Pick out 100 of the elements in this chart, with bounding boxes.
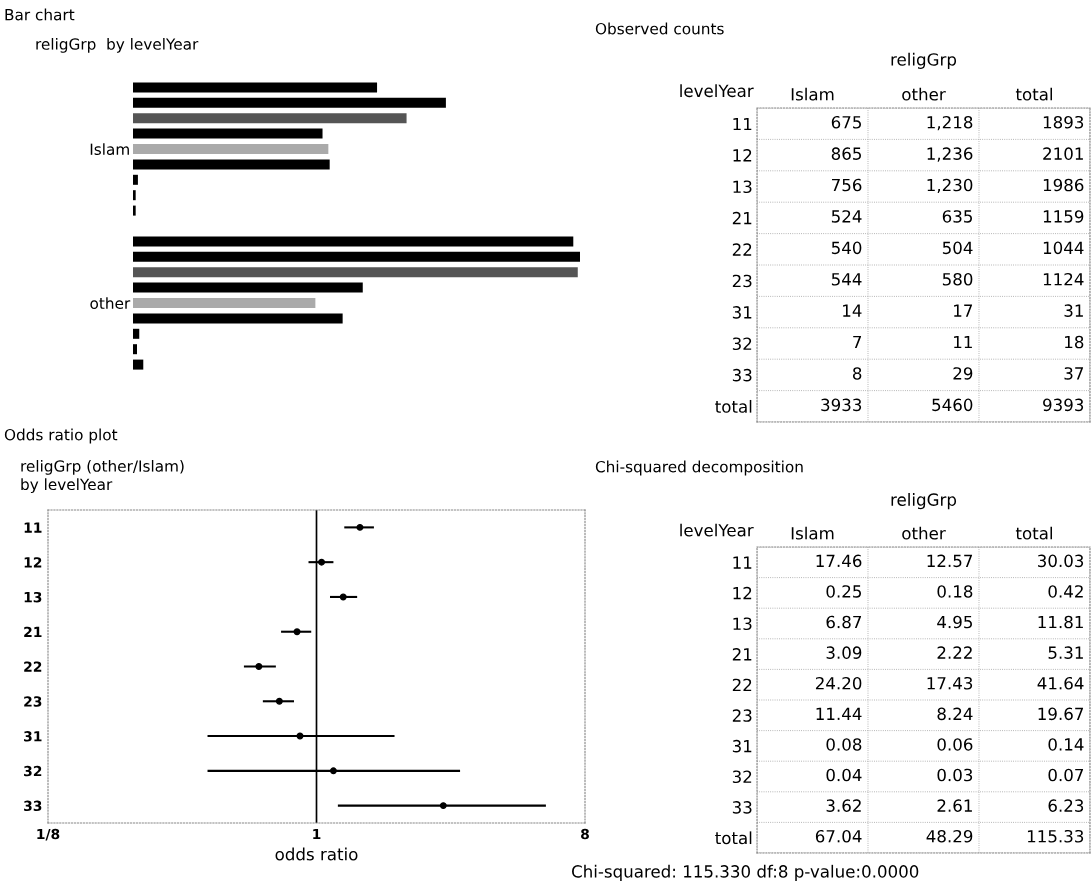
bar [133,313,343,324]
category-label: 33 [732,368,752,382]
text: 0.08 [826,738,862,751]
bar [133,344,138,355]
category-label: 21 [732,648,752,661]
bar [133,113,407,124]
text: 31 [1064,304,1083,317]
bar [133,267,578,278]
bar [133,205,136,216]
text: 8 [852,367,862,380]
text: 1044 [1043,241,1084,255]
y-tick-label: 11 [24,522,42,533]
text: levelYear [680,84,754,98]
text: 48.29 [926,829,973,843]
category-label: 22 [732,243,752,256]
chart-title: Odds ratio plot [4,428,118,444]
text: 1159 [1043,210,1084,223]
text: 1986 [1043,178,1084,192]
text: 12.57 [927,554,973,568]
bar [133,190,136,201]
category-label: total [1015,87,1052,101]
text: 2.61 [937,799,972,812]
text: 7 [853,335,862,349]
chart-title: Bar chart [5,8,75,21]
category-label: 22 [732,678,752,692]
text: levelYear [680,523,754,537]
text: 756 [832,178,862,192]
bar [133,128,323,139]
text: 29 [953,367,973,380]
bar [133,359,144,370]
text: 0.42 [1048,585,1083,598]
text: Chi-squared decomposition [595,460,803,476]
category-label: Islam [791,526,834,540]
text: 0.04 [826,768,862,782]
text: 1,230 [927,178,973,194]
category-label: other [902,87,946,101]
text: 17 [954,304,973,317]
text: 9393 [1043,398,1084,412]
y-tick-label: 21 [24,626,42,637]
text: 1893 [1043,115,1084,129]
text: 2.22 [937,646,972,659]
x-tick-label: 1/8 [37,828,60,841]
category-label: 23 [732,274,752,288]
x-axis-title: odds ratio [275,847,358,861]
text: 17.46 [816,554,862,568]
bar [133,97,446,108]
text: 0.07 [1048,768,1084,782]
text: 3.09 [826,646,862,659]
text: 18 [1065,335,1084,349]
text: 635 [942,210,972,223]
y-tick-label: 12 [24,557,42,568]
text: 3933 [821,398,862,412]
category-label: 23 [732,709,752,722]
category-label: 13 [733,180,752,194]
y-tick-label: 23 [24,696,42,707]
text: 504 [942,241,973,255]
text: 540 [831,241,862,255]
category-label: 32 [732,770,752,784]
text: 115.33 [1027,829,1084,843]
text: 0.06 [937,738,973,751]
text: 4.95 [937,615,972,629]
text: 19.67 [1038,707,1084,721]
category-label: Islam [791,87,834,101]
bar [133,251,580,262]
y-tick-label: 31 [24,731,42,742]
text: 0.03 [937,768,973,782]
text: 1,218 [927,115,973,131]
text: 0.14 [1048,738,1084,751]
bar [133,236,574,247]
text: 5460 [932,398,973,412]
y-tick-label: 22 [24,661,42,672]
category-label: total [1015,526,1052,540]
category-label: 31 [732,739,752,753]
text: 17.43 [927,676,973,690]
bar [133,143,329,154]
text: 5.31 [1048,646,1083,659]
text: 67.04 [815,829,862,843]
bar [133,328,140,339]
text: 24.20 [815,676,862,690]
text: 865 [831,147,861,160]
category-label: 32 [732,337,752,351]
text: 6.23 [1048,799,1084,812]
category-label: 11 [733,117,752,131]
text: 30.03 [1038,554,1084,568]
bar [133,282,363,293]
text: 11.44 [816,707,862,720]
text: 580 [942,272,973,286]
text: 1124 [1043,272,1084,286]
y-tick-label: 13 [24,591,42,603]
category-label: 12 [733,149,752,162]
text: religGrp [891,493,957,510]
category-label: 33 [732,801,752,814]
text: 544 [831,273,862,286]
x-tick-label: 1 [313,828,321,840]
text: 8.24 [937,707,973,721]
category-label: other [902,526,946,540]
text: 3.62 [826,799,861,812]
category-label: 13 [733,617,752,631]
text: 524 [831,210,862,223]
text: religGrp [891,52,957,69]
